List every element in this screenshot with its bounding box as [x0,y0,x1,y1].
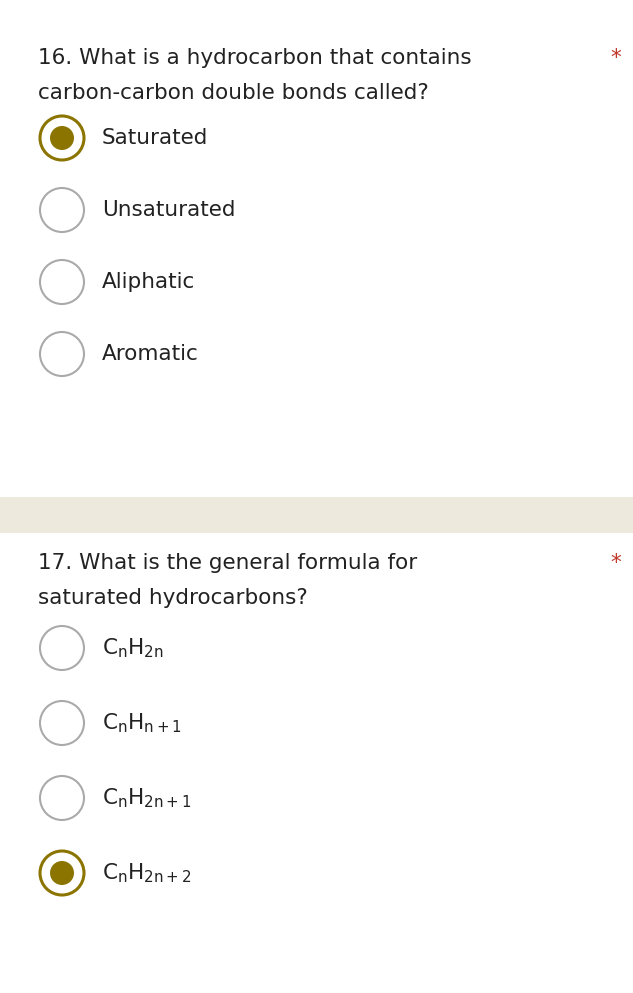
Circle shape [40,776,84,820]
Circle shape [40,332,84,376]
Text: $\mathregular{C_nH_{2n+2}}$: $\mathregular{C_nH_{2n+2}}$ [102,861,191,885]
Text: $\mathregular{C_nH_{n+1}}$: $\mathregular{C_nH_{n+1}}$ [102,711,182,735]
Text: 16. What is a hydrocarbon that contains: 16. What is a hydrocarbon that contains [38,48,472,68]
Text: carbon-carbon double bonds called?: carbon-carbon double bonds called? [38,83,429,103]
Text: $\mathregular{C_nH_{2n+1}}$: $\mathregular{C_nH_{2n+1}}$ [102,786,191,810]
Circle shape [40,116,84,160]
Circle shape [40,626,84,670]
Circle shape [40,188,84,232]
Circle shape [40,260,84,304]
Text: *: * [610,553,621,573]
Circle shape [40,851,84,895]
Circle shape [40,701,84,745]
Text: saturated hydrocarbons?: saturated hydrocarbons? [38,588,308,608]
Text: Aromatic: Aromatic [102,344,199,364]
Circle shape [50,861,74,885]
Text: Aliphatic: Aliphatic [102,272,195,292]
Text: $\mathregular{C_nH_{2n}}$: $\mathregular{C_nH_{2n}}$ [102,637,163,659]
Circle shape [50,126,74,150]
Bar [0,497,633,533]
Text: Unsaturated: Unsaturated [102,200,235,220]
Text: 17. What is the general formula for: 17. What is the general formula for [38,553,417,573]
Text: *: * [610,48,621,68]
Text: Saturated: Saturated [102,128,208,148]
